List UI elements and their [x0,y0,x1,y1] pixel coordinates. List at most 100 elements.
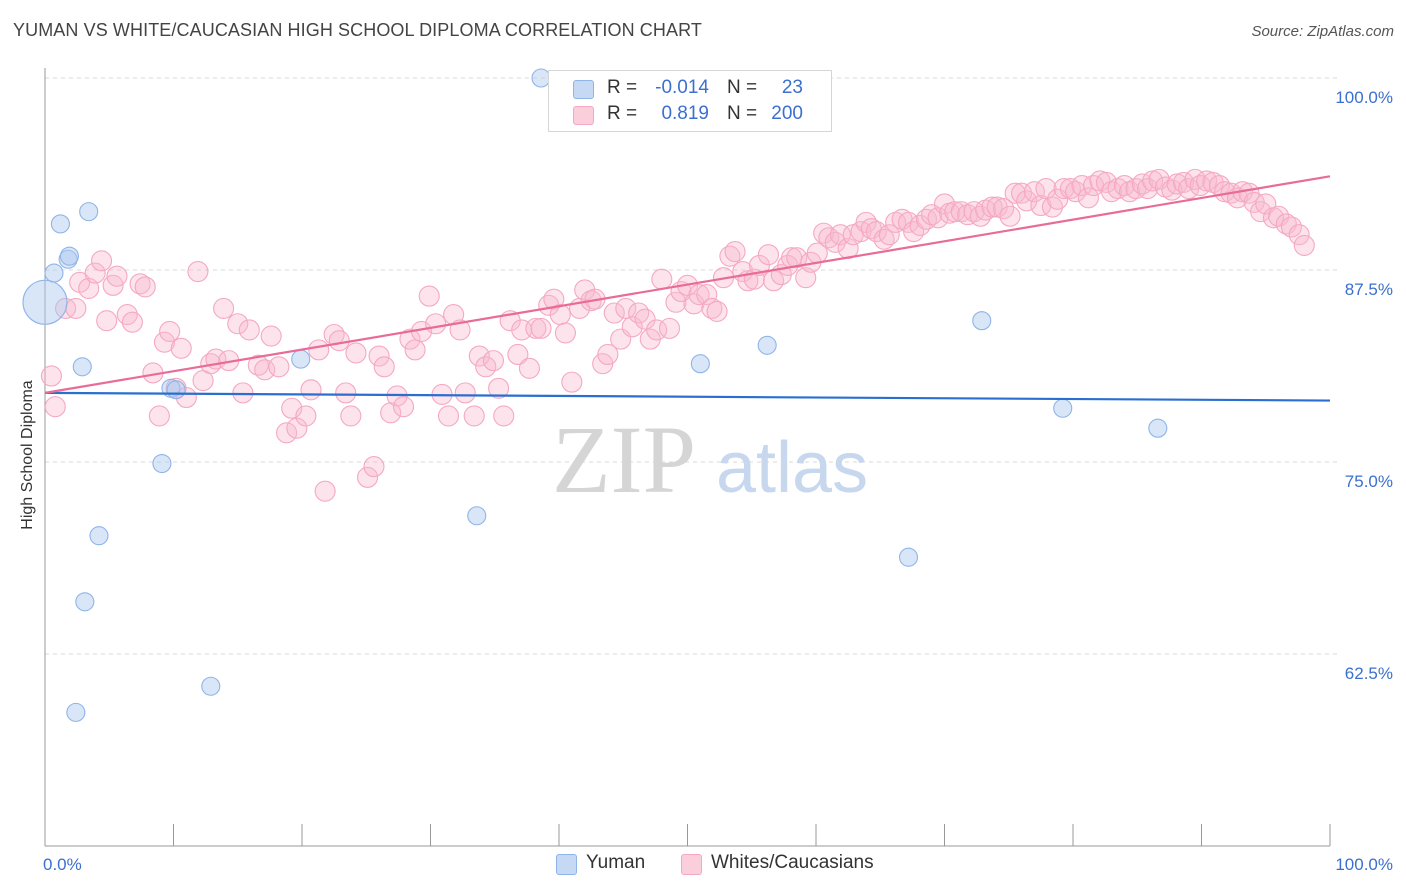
whites-point [865,221,887,243]
trend-lines [44,175,1331,402]
whites-point [621,316,643,338]
yuman-point [66,702,86,722]
yuman-point [1053,398,1073,418]
whites-point [106,265,128,287]
whites-point [328,330,350,352]
n-value-yuman: 23 [781,77,803,98]
whites-point [44,396,66,418]
whites-point [651,268,673,290]
whites-point [1118,181,1141,203]
whites-point [392,396,415,418]
whites-point [380,402,402,424]
whites-point [1288,224,1310,246]
whites-point [493,405,515,427]
whites-point [688,284,710,306]
whites-point [696,284,718,306]
whites-point [658,317,681,339]
whites-point [404,339,426,361]
whites-point [84,262,106,284]
whites-point [981,196,1003,218]
whites-point [748,254,771,276]
n-label: N = [727,103,758,124]
whites-point [1030,194,1052,217]
whites-point [927,207,949,229]
whites-point [399,328,421,350]
correlation-legend: R = -0.014 N = 23 R = 0.819 N = 200 [548,70,832,132]
whites-point [373,356,395,378]
axes [44,68,1331,847]
whites-point [175,386,197,409]
whites-point [903,221,925,243]
whites-point [628,302,650,324]
whites-point [786,247,808,269]
legend-label-whites: Whites/Caucasians [711,852,874,873]
whites-point [944,201,966,223]
r-value-whites: 0.819 [661,103,709,124]
whites-point [706,300,728,323]
whites-point [159,320,181,342]
whites-point [268,356,290,378]
whites-point [665,291,687,313]
yuman-point [152,453,172,474]
whites-point [488,377,510,399]
x-tick-label: 100.0% [1335,855,1393,874]
yuman-trend-line [44,391,1331,402]
tick-labels: 62.5% 75.0% 87.5% 100.0% 0.0% 100.0% [43,88,1393,874]
yuman-point [690,354,710,374]
y-tick-label: 100.0% [1335,88,1393,107]
y-tick-label: 87.5% [1345,280,1393,299]
whites-point [909,214,931,237]
yuman-point [72,357,92,377]
whites-point [518,357,540,379]
whites-point [153,331,176,353]
whites-trend-line [44,175,1331,394]
whites-point [368,345,390,367]
whites-swatch [573,106,594,125]
watermark-zip: ZIP [552,406,696,513]
yuman-point [79,202,99,222]
whites-point [634,308,656,330]
yuman-point [201,676,221,696]
whites-point [308,339,330,361]
whites-point [260,325,282,347]
whites-point [1089,170,1111,192]
whites-point [597,343,619,366]
yuman-point [44,263,64,283]
chart-source: Source: ZipAtlas.com [1251,23,1394,40]
whites-point [1166,173,1188,195]
r-label: R = [607,103,638,124]
series-legend: Yuman Whites/Caucasians [0,852,1406,878]
whites-point [525,317,547,339]
legend-row-yuman: R = -0.014 N = 23 [549,76,831,102]
whites-point [356,466,379,488]
n-value-whites: 200 [771,103,803,124]
watermark-atlas: atlas [716,428,868,508]
whites-point [829,224,851,246]
whites-point [254,359,276,381]
yuman-point [291,349,311,369]
whites-point [1280,216,1302,238]
whites-point [561,371,583,393]
yuman-point [166,380,186,400]
y-tick-label: 75.0% [1345,472,1393,491]
yuman-point [59,246,79,266]
whites-point [999,205,1021,227]
n-label: N = [727,77,758,98]
whites-point [1196,170,1218,192]
whites-point [148,405,170,427]
yuman-point [972,311,992,331]
yuman-point [22,279,68,325]
whites-point [300,379,322,401]
whites-point [1004,182,1026,204]
whites-point [615,297,637,319]
whites-point [1035,178,1057,200]
legend-row-whites: R = 0.819 N = 200 [549,102,831,128]
whites-caucasians-points [40,168,1315,502]
whites-point [885,211,907,233]
whites-point [507,343,529,366]
whites-point [227,313,249,335]
watermark: ZIP atlas [552,406,868,513]
whites-point [449,319,471,341]
whites-point [345,342,367,364]
